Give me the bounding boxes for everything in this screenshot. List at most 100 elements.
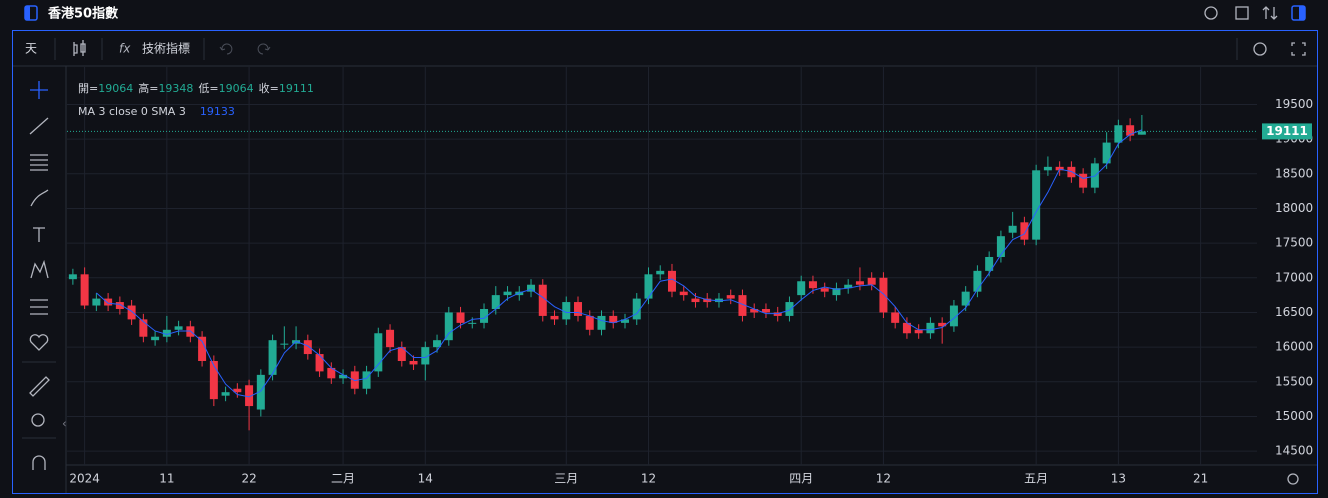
- x-tick-label: 二月: [331, 472, 355, 486]
- window-title: 香港50指數: [47, 6, 118, 22]
- candle-body: [174, 326, 183, 330]
- candle-body: [656, 270, 665, 275]
- plot: 14500 15000 15500 16000 16500 17000 17500 18000…: [67, 67, 1313, 486]
- candle-body: [926, 322, 935, 334]
- candle-type-icon[interactable]: [73, 40, 86, 56]
- candle-body: [115, 302, 124, 309]
- y-tick-label: 16500: [1275, 305, 1313, 319]
- candle-body: [597, 315, 606, 330]
- y-tick-label: 17000: [1275, 270, 1313, 284]
- candle-body: [209, 360, 218, 400]
- candle-body: [68, 274, 77, 280]
- sort-icon[interactable]: [1262, 6, 1278, 20]
- candle-body: [491, 295, 500, 309]
- candle-body: [327, 367, 336, 379]
- undo-icon[interactable]: [219, 43, 233, 55]
- candle-body: [503, 291, 512, 296]
- candle-body: [773, 312, 782, 316]
- candle-body: [1032, 170, 1041, 240]
- candle-body: [409, 360, 418, 365]
- ohlc-key: 收=: [259, 81, 279, 95]
- candle-body: [527, 284, 536, 292]
- candle-body: [550, 315, 559, 320]
- y-tick-label: 17500: [1275, 236, 1313, 250]
- candle-body: [832, 288, 841, 296]
- crosshair-tool[interactable]: [30, 81, 48, 99]
- interval-button[interactable]: 天: [25, 42, 37, 56]
- fullscreen-icon[interactable]: [1291, 42, 1306, 56]
- candle-body: [985, 256, 994, 271]
- candle-body: [1079, 173, 1088, 188]
- layout-icon[interactable]: [1235, 6, 1249, 20]
- candle-body: [891, 312, 900, 323]
- candle-body: [609, 315, 618, 323]
- text-tool[interactable]: [33, 227, 45, 242]
- candle-body: [127, 305, 136, 320]
- candle-body: [468, 322, 477, 324]
- candle-body: [620, 319, 629, 323]
- candle-body: [397, 347, 406, 361]
- prediction-tool[interactable]: [30, 299, 48, 315]
- candle-body: [973, 270, 982, 292]
- candle-body: [1020, 222, 1029, 240]
- candle-body: [1008, 225, 1017, 233]
- collapse-toggle[interactable]: ‹: [62, 417, 67, 431]
- candle-body: [585, 315, 594, 330]
- magnet-tool[interactable]: [32, 455, 46, 470]
- candle-body: [855, 281, 864, 285]
- candle-body: [433, 340, 442, 348]
- candle-body: [785, 302, 794, 316]
- brush-tool[interactable]: [30, 189, 49, 207]
- trendline-tool[interactable]: [29, 117, 49, 135]
- favorite-tool[interactable]: [29, 334, 49, 351]
- candle-body: [1043, 166, 1052, 171]
- refresh-icon[interactable]: [1204, 6, 1218, 20]
- x-tick-label: 四月: [789, 472, 813, 486]
- x-tick-label: 22: [241, 472, 256, 486]
- candle-body: [644, 274, 653, 299]
- candle-body: [538, 284, 547, 316]
- candle-body: [1114, 125, 1123, 143]
- candle-body: [738, 295, 747, 316]
- redo-icon[interactable]: [257, 43, 271, 55]
- candle-body: [315, 354, 324, 372]
- zoom-tool[interactable]: [31, 413, 45, 427]
- candle-body: [198, 336, 207, 361]
- x-tick-label: 14: [418, 472, 433, 486]
- candle-body: [679, 291, 688, 296]
- candle-body: [1055, 166, 1064, 171]
- x-tick-label: 五月: [1024, 472, 1048, 486]
- ma-line: [96, 129, 1143, 398]
- indicators-button[interactable]: 技術指標: [142, 41, 190, 56]
- candle-body: [714, 298, 723, 303]
- ohlc-value: 19064: [219, 82, 254, 95]
- ohlc-value: 19064: [98, 82, 133, 95]
- ohlc-value: 19111: [279, 82, 314, 95]
- candle-body: [280, 343, 289, 345]
- y-tick-label: 15000: [1275, 409, 1313, 423]
- candle-body: [1126, 125, 1135, 136]
- candle-body: [938, 322, 947, 327]
- candle-body: [820, 288, 829, 292]
- candle-body: [303, 340, 312, 355]
- y-tick-label: 15500: [1275, 374, 1313, 388]
- candle-body: [844, 284, 853, 289]
- candle-body: [1137, 131, 1146, 135]
- candle-body: [104, 298, 113, 306]
- y-tick-label: 18500: [1275, 166, 1313, 180]
- y-tick-label: 18000: [1275, 201, 1313, 215]
- candle-body: [456, 312, 465, 323]
- ruler-tool[interactable]: [29, 376, 50, 397]
- candle-body: [374, 333, 383, 372]
- settings-icon[interactable]: [1253, 42, 1267, 56]
- fib-tool[interactable]: [30, 154, 48, 171]
- candle-body: [339, 374, 348, 379]
- candle-body: [902, 322, 911, 334]
- ma-legend: MA 3 close 0 SMA 3 19133: [78, 105, 235, 118]
- pattern-tool[interactable]: [30, 259, 49, 279]
- candle-body: [562, 302, 571, 320]
- axis-settings-icon[interactable]: [1287, 473, 1299, 485]
